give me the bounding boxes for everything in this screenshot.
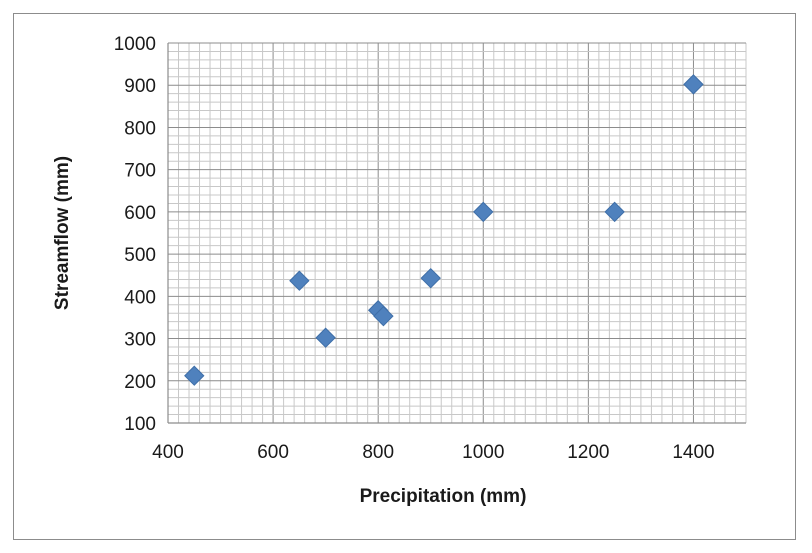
y-tick-label: 1000 (114, 34, 156, 55)
data-point (373, 305, 394, 327)
data-points (184, 74, 704, 386)
data-point (289, 270, 310, 291)
x-tick-label: 600 (257, 442, 289, 463)
data-point (683, 74, 704, 95)
axes (167, 43, 746, 424)
grid-lines (167, 42, 747, 424)
x-tick-label: 1000 (462, 442, 504, 463)
y-tick-label: 200 (124, 372, 156, 393)
x-axis-title: Precipitation (mm) (360, 486, 527, 507)
scatter-chart: 100 200 300 400 500 600 700 800 900 1000 400 600 80… (52, 34, 747, 507)
y-tick-label: 900 (124, 76, 156, 97)
chart-frame: 100 200 300 400 500 600 700 800 900 1000 400 600 80… (13, 13, 796, 540)
y-tick-label: 100 (124, 414, 156, 435)
y-tick-label: 400 (124, 287, 156, 308)
y-axis-title: Streamflow (mm) (52, 156, 73, 310)
data-point (473, 201, 494, 223)
x-tick-label: 400 (152, 442, 184, 463)
x-tick-labels: 400 600 800 1000 1200 1400 (152, 442, 714, 463)
y-tick-label: 500 (124, 245, 156, 266)
y-tick-label: 600 (124, 203, 156, 224)
x-tick-label: 1400 (672, 442, 714, 463)
y-tick-labels: 100 200 300 400 500 600 700 800 900 1000 (114, 34, 156, 435)
data-point (420, 267, 441, 289)
data-point (184, 365, 205, 386)
y-tick-label: 300 (124, 330, 156, 351)
y-tick-label: 800 (124, 118, 156, 139)
x-tick-label: 1200 (567, 442, 609, 463)
y-tick-label: 700 (124, 161, 156, 182)
data-point (315, 327, 336, 348)
data-point (604, 201, 625, 223)
x-tick-label: 800 (362, 442, 394, 463)
